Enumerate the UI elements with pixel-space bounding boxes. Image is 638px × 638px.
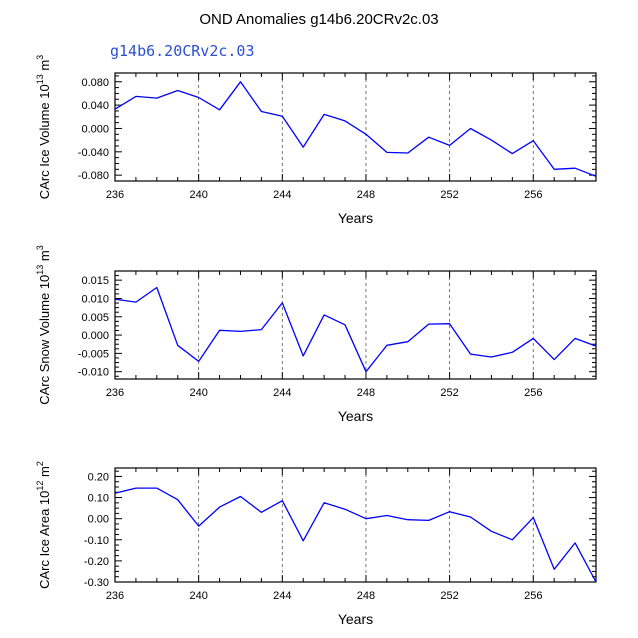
y-axis-label: CArc Snow Volume 1013 m3	[35, 245, 52, 405]
x-tick-label: 248	[357, 590, 375, 602]
y-tick-label: -0.20	[84, 556, 109, 568]
y-tick-label: -0.10	[84, 535, 109, 547]
x-tick-label: 236	[106, 590, 124, 602]
x-tick-label: 248	[357, 189, 375, 201]
x-axis-label: Years	[338, 408, 373, 424]
y-axis-label: CArc Ice Area 1012 m2	[35, 461, 52, 589]
y-tick-label: 0.10	[88, 493, 109, 505]
ice-area-panel: 236 240 244 248 252 256 0.20 0.10 0.00 -0.10 -0.20…	[35, 461, 597, 627]
y-tick-label: 0.080	[81, 77, 109, 89]
plot-frame	[114, 467, 597, 583]
x-tick-label: 240	[189, 590, 207, 602]
x-tick-label: 252	[440, 387, 458, 399]
x-tick-label: 252	[440, 590, 458, 602]
y-tick-label: 0.000	[81, 123, 109, 135]
plot-frame	[114, 72, 597, 182]
y-axis-label: CArc Ice Volume 1013 m3	[35, 55, 52, 199]
x-axis-label: Years	[338, 611, 373, 627]
y-tick-label: -0.040	[78, 147, 109, 159]
figure-subtitle: g14b6.20CRv2c.03	[110, 42, 255, 60]
x-tick-label: 236	[106, 387, 124, 399]
y-tick-label: 0.000	[81, 330, 109, 342]
x-tick-label: 236	[106, 189, 124, 201]
y-tick-label: -0.080	[78, 170, 109, 182]
series-line	[114, 286, 597, 373]
x-axis-label: Years	[338, 210, 373, 226]
x-tick-label: 252	[440, 189, 458, 201]
y-tick-label: -0.30	[84, 577, 109, 589]
x-tick-label: 256	[524, 189, 542, 201]
y-tick-label: 0.015	[81, 275, 109, 287]
y-tick-label: 0.20	[88, 471, 109, 483]
x-tick-label: 240	[189, 387, 207, 399]
figure-title: OND Anomalies g14b6.20CRv2c.03	[199, 11, 438, 28]
x-tick-label: 256	[524, 387, 542, 399]
y-tick-label: 0.010	[81, 293, 109, 305]
x-tick-label: 244	[273, 189, 291, 201]
x-tick-label: 240	[189, 189, 207, 201]
x-tick-label: 248	[357, 387, 375, 399]
snow-volume-panel: 236 240 244 248 252 256 0.015 0.010 0.005 0.000 -0…	[35, 245, 597, 424]
plot-frame	[114, 270, 597, 380]
x-tick-label: 244	[273, 590, 291, 602]
series-line	[114, 487, 597, 583]
x-tick-label: 244	[273, 387, 291, 399]
y-tick-label: 0.040	[81, 100, 109, 112]
series-line	[114, 81, 597, 177]
ice-volume-panel: 236 240 244 248 252 256 0.080 0.040 0.000 -0.040 -…	[35, 55, 597, 226]
x-tick-label: 256	[524, 590, 542, 602]
y-tick-label: 0.005	[81, 312, 109, 324]
y-tick-label: -0.005	[78, 348, 109, 360]
y-tick-label: 0.00	[88, 514, 109, 526]
y-tick-label: -0.010	[78, 367, 109, 379]
